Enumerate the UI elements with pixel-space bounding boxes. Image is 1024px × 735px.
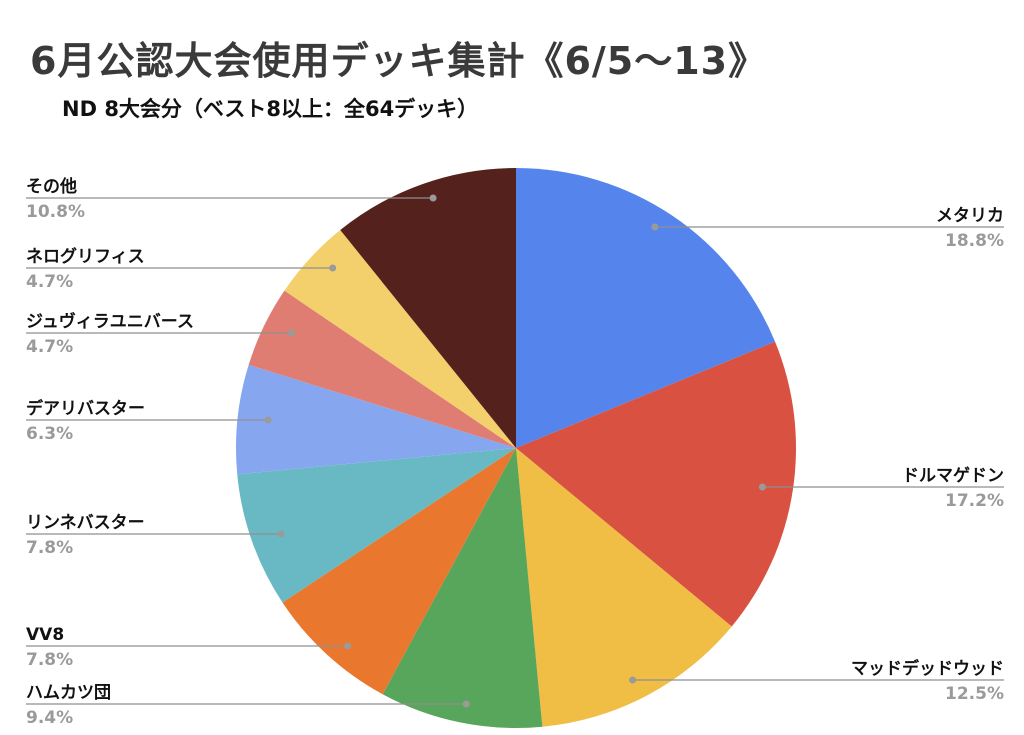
chart-title: 6月公認大会使用デッキ集計《6/5〜13》 (30, 39, 768, 83)
slice-value-label: 18.8% (945, 231, 1004, 251)
slice-label: ジュヴィラユニバース (26, 311, 194, 332)
leader-dot (344, 642, 352, 650)
slice-label: ハムカツ団 (26, 683, 111, 703)
slice-value-label: 4.7% (26, 337, 73, 357)
leader-dot (288, 329, 295, 337)
leader-dot (329, 264, 337, 272)
pie-slice (237, 448, 517, 603)
pie-slice (248, 290, 516, 448)
slice-value-label: 10.8% (26, 202, 85, 222)
slice-label: リンネバスター (26, 513, 145, 533)
pie-slice (516, 448, 732, 727)
slice-label: ネログリフィス (26, 246, 145, 267)
pie-slice (235, 364, 516, 475)
pie-slice (284, 230, 516, 448)
leader-dot (462, 700, 470, 708)
chart-subtitle: ND 8大会分（ベスト8以上：全64デッキ） (62, 97, 479, 121)
slice-value-label: 7.8% (26, 538, 73, 558)
slice-value-label: 17.2% (945, 491, 1004, 511)
slice-label: VV8 (26, 625, 64, 645)
leader-dot (758, 483, 766, 491)
slice-label: デアリバスター (26, 398, 145, 419)
slice-value-label: 6.3% (26, 424, 73, 444)
slice-value-label: 4.7% (26, 272, 73, 292)
pie-slice (516, 341, 796, 627)
pie-slice (340, 168, 516, 448)
slice-label: その他 (26, 176, 77, 197)
slice-label: マッドデッドウッド (851, 658, 1004, 679)
pie-slice (516, 168, 776, 448)
pie-slice (282, 448, 516, 695)
slice-value-label: 9.4% (26, 708, 73, 728)
slice-value-label: 12.5% (945, 684, 1004, 704)
leader-dot (629, 676, 637, 684)
slice-label: ドルマゲドン (902, 465, 1004, 486)
pie-slice (382, 448, 543, 729)
slice-value-label: 7.8% (26, 650, 73, 670)
leader-dot (277, 530, 285, 538)
leader-dot (264, 416, 272, 424)
leader-dot (651, 223, 659, 231)
slice-label: メタリカ (936, 206, 1004, 226)
leader-dot (429, 194, 437, 202)
